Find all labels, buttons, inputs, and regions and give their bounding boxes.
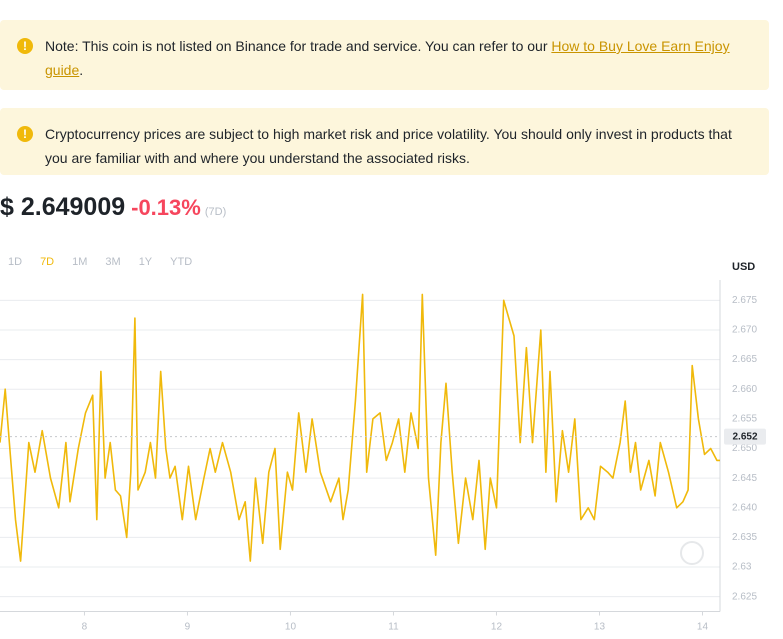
- x-tick-label: 12: [491, 622, 503, 633]
- range-tab[interactable]: 1M: [72, 256, 88, 268]
- x-tick-label: 8: [82, 622, 88, 633]
- price-value: $ 2.649009: [0, 193, 126, 221]
- price-row: $ 2.649009 -0.13% (7D): [0, 193, 226, 222]
- y-tick-label: 2.640: [732, 502, 757, 513]
- y-tick-label: 2.675: [732, 295, 757, 306]
- price-period: (7D): [204, 206, 227, 218]
- y-tick-label: 2.660: [732, 384, 757, 395]
- current-price-badge: [724, 428, 766, 445]
- y-tick-label: 2.625: [732, 591, 757, 602]
- x-tick-label: 9: [185, 622, 191, 633]
- notice-box: ! Note: This coin is not listed on Binan…: [0, 20, 769, 90]
- x-tick-label: 13: [594, 622, 606, 633]
- notice-suffix: .: [79, 62, 84, 78]
- risk-text: Cryptocurrency prices are subject to hig…: [45, 126, 732, 166]
- risk-box: ! Cryptocurrency prices are subject to h…: [0, 108, 769, 175]
- range-tab[interactable]: 3M: [105, 256, 121, 268]
- guide-link[interactable]: How to Buy Love Earn Enjoy guide: [45, 38, 730, 78]
- range-tab[interactable]: 1Y: [138, 256, 153, 268]
- warning-icon: !: [17, 38, 33, 54]
- y-axis-label: USD: [732, 261, 755, 273]
- range-tab[interactable]: 7D: [40, 256, 55, 268]
- y-tick-label: 2.670: [732, 325, 757, 336]
- x-tick-label: 11: [388, 622, 399, 633]
- y-tick-label: 2.665: [732, 354, 757, 365]
- y-tick-label: 2.655: [732, 414, 757, 425]
- y-tick-label: 2.650: [732, 443, 757, 454]
- y-tick-label: 2.635: [732, 532, 757, 543]
- range-tab[interactable]: 1D: [8, 256, 23, 268]
- price-line: [0, 293, 720, 562]
- current-price-label: 2.652: [732, 431, 757, 442]
- y-tick-label: 2.645: [732, 473, 757, 484]
- range-tab[interactable]: YTD: [170, 256, 193, 268]
- warning-icon: !: [17, 126, 33, 142]
- watermark: [680, 541, 704, 565]
- x-tick-label: 10: [285, 622, 297, 633]
- range-tabs: 1D 7D 1M 3M 1Y YTD: [8, 256, 210, 268]
- notice-text: Note: This coin is not listed on Binance…: [45, 38, 548, 54]
- x-tick-label: 14: [697, 622, 709, 633]
- y-tick-label: 2.63: [732, 562, 752, 573]
- price-change: -0.13%: [131, 195, 201, 220]
